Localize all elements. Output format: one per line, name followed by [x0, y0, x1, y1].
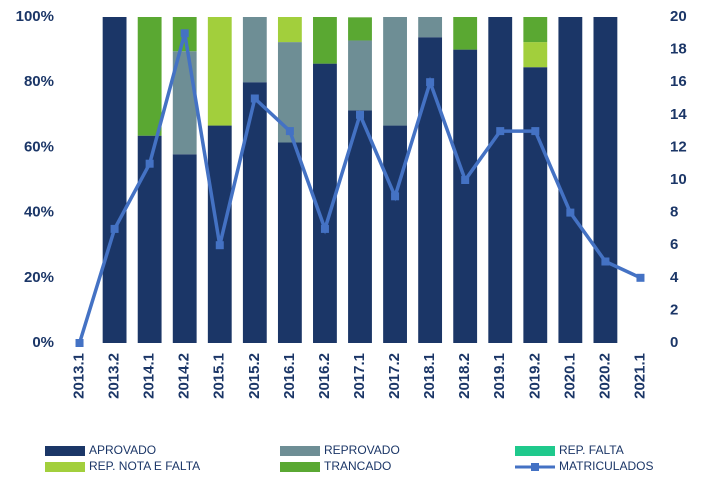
bar-segment: [593, 17, 618, 343]
y2-tick-label: 12: [670, 138, 687, 155]
legend-swatch: [280, 462, 320, 472]
bar-segment: [523, 42, 548, 68]
bar-segment: [313, 17, 337, 64]
bar-segment: [383, 125, 407, 343]
y2-tick-label: 8: [670, 204, 678, 221]
x-tick-label: 2019.1: [491, 353, 508, 399]
line-marker: [636, 273, 645, 282]
y-tick-label: 80%: [24, 73, 54, 90]
legend-marker: [531, 463, 539, 471]
line-marker: [250, 94, 259, 103]
x-tick-label: 2020.2: [596, 353, 613, 399]
legend-swatch: [45, 446, 85, 456]
x-tick-label: 2021.1: [631, 353, 648, 399]
bar-segment: [207, 17, 232, 126]
x-tick-label: 2013.1: [70, 353, 87, 399]
y2-tick-label: 4: [670, 269, 679, 286]
line-marker: [496, 127, 505, 136]
bar-segment: [207, 125, 232, 343]
x-tick-label: 2013.2: [106, 353, 123, 399]
bar-segment: [242, 17, 267, 83]
line-marker: [215, 241, 224, 250]
x-tick-label: 2018.2: [456, 353, 473, 399]
line-marker: [391, 192, 400, 201]
bar-segment: [418, 17, 443, 38]
y2-tick-label: 14: [670, 106, 687, 123]
x-tick-label: 2015.2: [246, 353, 263, 399]
line-marker: [601, 257, 610, 266]
x-tick-label: 2016.1: [281, 353, 298, 399]
x-tick-label: 2018.1: [421, 353, 438, 399]
legend-swatch: [515, 446, 555, 456]
x-tick-label: 2019.2: [526, 353, 543, 399]
line-marker: [426, 78, 435, 87]
line-marker: [320, 224, 329, 233]
line-marker: [180, 29, 189, 38]
line-marker: [285, 127, 294, 136]
bar-segment: [277, 42, 302, 143]
bar-segment: [277, 17, 302, 43]
y-tick-label: 20%: [24, 269, 54, 286]
x-tick-label: 2017.2: [386, 353, 403, 399]
bar-segment: [137, 17, 162, 136]
y2-tick-label: 18: [670, 41, 687, 58]
y2-tick-label: 0: [670, 334, 678, 351]
y-tick-label: 40%: [24, 204, 54, 221]
legend-swatch: [45, 462, 85, 472]
x-tick-label: 2020.1: [561, 353, 578, 399]
bar-segment: [523, 17, 548, 43]
y2-tick-label: 10: [670, 171, 687, 188]
x-tick-label: 2014.2: [176, 353, 193, 399]
y-tick-label: 60%: [24, 138, 54, 155]
y2-tick-label: 6: [670, 236, 678, 253]
line-marker: [461, 176, 470, 184]
bar-segment: [453, 17, 478, 50]
bar-segment: [348, 40, 372, 111]
line-marker: [356, 110, 364, 119]
legend-label: REP. FALTA: [559, 443, 624, 457]
line-marker: [110, 224, 119, 233]
bar-segment: [558, 17, 583, 343]
legend-label: APROVADO: [89, 443, 156, 457]
bar-segment: [418, 37, 443, 343]
bar-segment: [348, 110, 372, 344]
bar-segment: [348, 17, 372, 41]
x-tick-label: 2017.1: [351, 353, 368, 399]
bar-segment: [277, 142, 302, 343]
bar-segment: [453, 49, 478, 343]
legend-swatch: [280, 446, 320, 456]
line-marker: [75, 339, 84, 347]
line-marker: [566, 208, 575, 217]
bar-segment: [102, 17, 127, 343]
bar-segment: [383, 17, 407, 126]
y-tick-label: 100%: [16, 8, 54, 25]
line-marker: [145, 159, 154, 168]
bar-segment: [313, 63, 337, 343]
legend-label: MATRICULADOS: [559, 459, 653, 473]
bar-segment: [172, 154, 197, 343]
x-tick-label: 2016.2: [316, 353, 333, 399]
legend-label: REPROVADO: [324, 443, 400, 457]
y2-tick-label: 20: [670, 8, 687, 25]
x-tick-label: 2014.1: [141, 353, 158, 399]
y2-tick-label: 16: [670, 73, 687, 90]
line-marker: [531, 127, 540, 136]
legend-label: REP. NOTA E FALTA: [89, 459, 200, 473]
bar-segment: [242, 82, 267, 343]
legend-label: TRANCADO: [324, 459, 391, 473]
bar-segment: [137, 135, 162, 343]
x-tick-label: 2015.1: [211, 353, 228, 399]
y2-tick-label: 2: [670, 301, 678, 318]
bar-segment: [488, 17, 513, 343]
bar-segment: [523, 67, 548, 343]
y-tick-label: 0%: [32, 334, 54, 351]
